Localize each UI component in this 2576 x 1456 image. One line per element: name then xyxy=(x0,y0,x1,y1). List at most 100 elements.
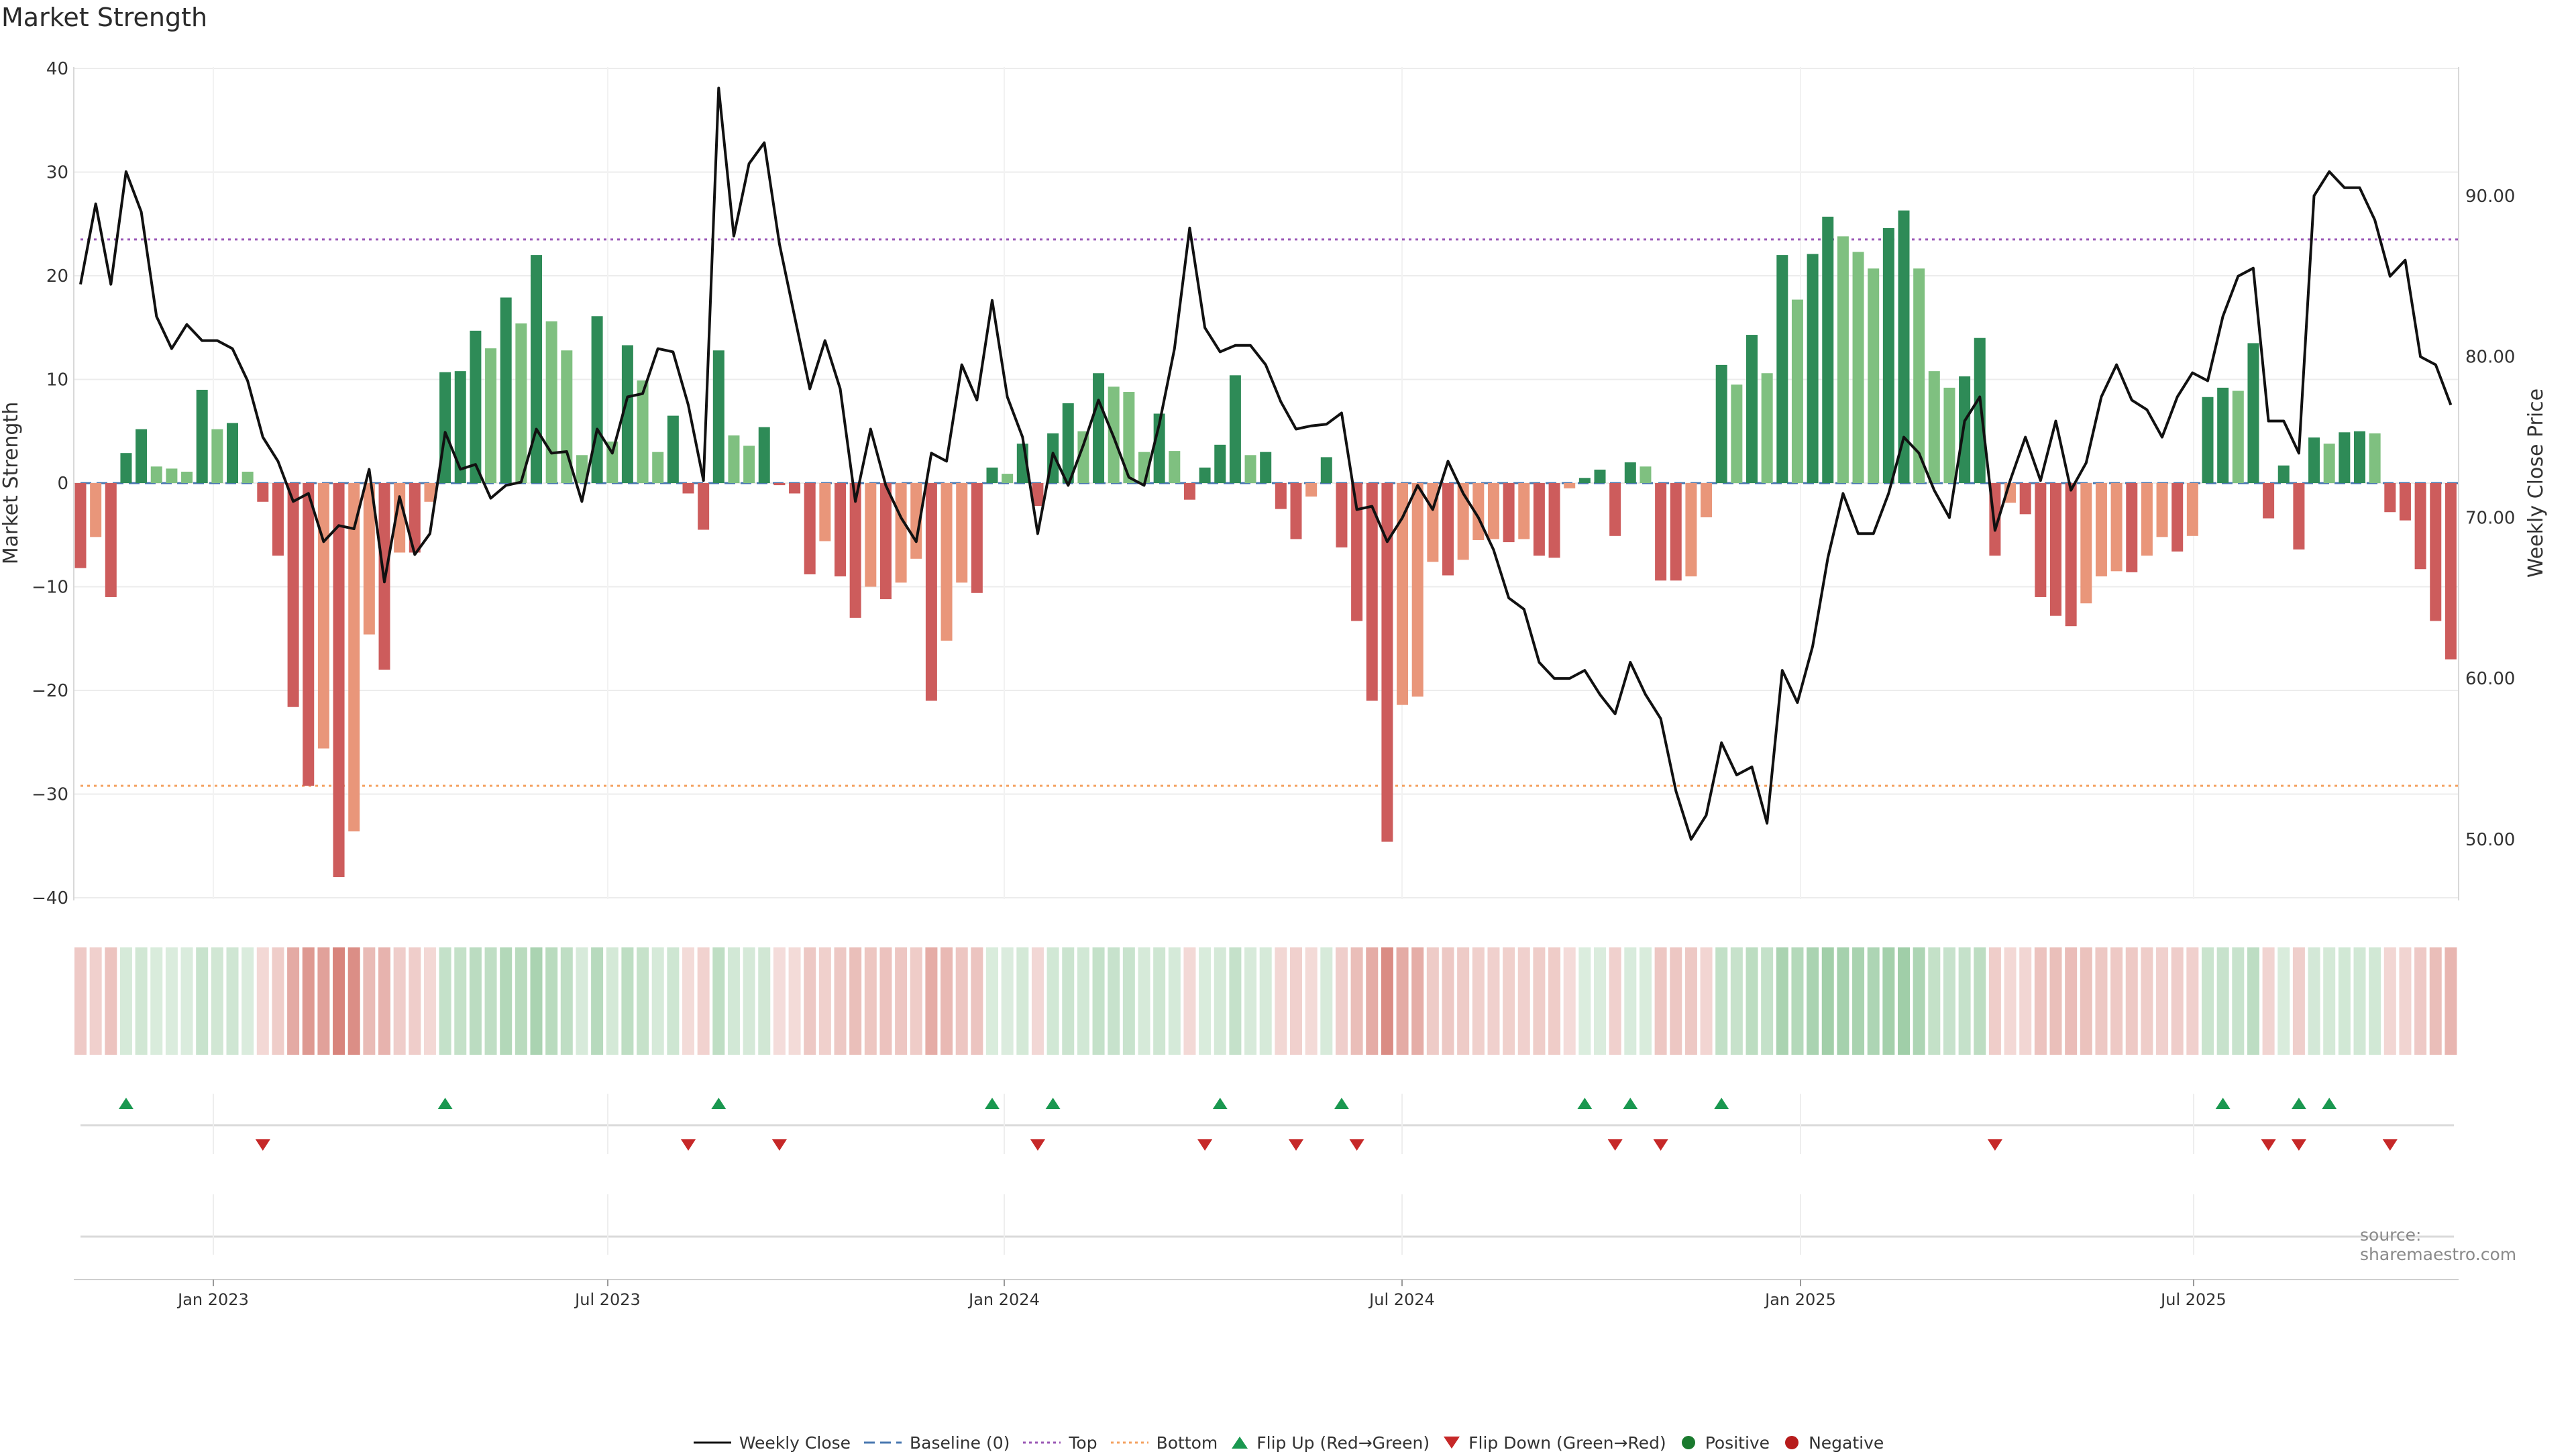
flip-up-marker xyxy=(2291,1098,2306,1109)
triangle-up-icon xyxy=(1232,1437,1248,1449)
strength-bar xyxy=(1290,483,1302,539)
heat-cell xyxy=(1867,947,1880,1055)
heat-cell xyxy=(1290,947,1302,1055)
heat-cell xyxy=(1244,947,1257,1055)
heat-cell xyxy=(1974,947,1986,1055)
heat-cell xyxy=(2353,947,2366,1055)
legend-item-top: Top xyxy=(1022,1433,1097,1453)
heat-cell xyxy=(1670,947,1682,1055)
heat-cell xyxy=(180,947,193,1055)
flip-down-marker xyxy=(771,1139,787,1151)
heat-cell xyxy=(1031,947,1044,1055)
flip-up-marker xyxy=(1577,1098,1593,1109)
heat-cell xyxy=(667,947,680,1055)
heat-cell xyxy=(439,947,451,1055)
strength-bar xyxy=(1275,483,1287,509)
heat-cell xyxy=(1138,947,1150,1055)
heat-cell xyxy=(1517,947,1530,1055)
heat-cell xyxy=(1700,947,1713,1055)
heat-cell xyxy=(2369,947,2381,1055)
strength-bar xyxy=(150,466,162,483)
strength-bar xyxy=(1868,268,1880,483)
flip-up-marker xyxy=(437,1098,453,1109)
y2-tick-label: 60.00 xyxy=(2465,669,2515,689)
strength-bar xyxy=(2277,465,2290,483)
heat-cell xyxy=(2065,947,2078,1055)
strength-heat-strip xyxy=(74,947,2457,1055)
flip-down-marker xyxy=(1653,1139,1668,1151)
strength-bar xyxy=(789,483,801,494)
legend-item-positive: Positive xyxy=(1678,1433,1770,1453)
flip-down-marker xyxy=(681,1139,696,1151)
strength-bar xyxy=(2217,387,2229,483)
strength-bar xyxy=(1077,431,1089,483)
heat-cell xyxy=(105,947,117,1055)
strength-bar xyxy=(1214,444,1226,483)
heat-cell xyxy=(1381,947,1393,1055)
flip-up-marker xyxy=(2215,1098,2231,1109)
strength-bar xyxy=(2202,397,2214,483)
flip-up-marker xyxy=(1212,1098,1228,1109)
y-tick-label: 0 xyxy=(57,474,68,494)
heat-cell xyxy=(834,947,847,1055)
strength-bar xyxy=(196,389,208,483)
y-tick-label: −10 xyxy=(32,578,68,598)
legend-label: Baseline (0) xyxy=(910,1433,1010,1453)
strength-bar xyxy=(2126,483,2138,572)
heat-cell xyxy=(1913,947,1925,1055)
strength-bar xyxy=(1685,483,1697,577)
strength-bar xyxy=(682,483,694,494)
strength-bar xyxy=(728,435,740,483)
flip-down-marker xyxy=(2261,1139,2276,1151)
strength-bar xyxy=(1776,255,1788,483)
strength-bar xyxy=(2263,483,2275,519)
strength-bar xyxy=(804,483,816,574)
flip-down-marker xyxy=(1030,1139,1045,1151)
strength-bar xyxy=(545,321,557,483)
heat-cell xyxy=(2186,947,2199,1055)
weekly-close-polyline xyxy=(79,87,2453,841)
x-tick-label: Jul 2024 xyxy=(1368,1290,1435,1309)
heat-cell xyxy=(423,947,436,1055)
heat-cell xyxy=(621,947,634,1055)
heat-cell xyxy=(1183,947,1196,1055)
strength-bar xyxy=(1032,483,1044,506)
heat-cell xyxy=(287,947,300,1055)
heat-cell xyxy=(2429,947,2442,1055)
strength-bar xyxy=(1578,478,1591,483)
strength-bars xyxy=(74,210,2457,878)
flip-down-marker xyxy=(1607,1139,1623,1151)
heat-cell xyxy=(1472,947,1485,1055)
heat-cell xyxy=(302,947,315,1055)
strength-bar xyxy=(485,348,497,483)
strength-bar xyxy=(1183,483,1195,500)
flip-up-marker xyxy=(1623,1098,1638,1109)
heat-cell xyxy=(2125,947,2138,1055)
heat-cell xyxy=(2383,947,2396,1055)
heat-cell xyxy=(941,947,953,1055)
heat-cell xyxy=(515,947,527,1055)
strength-bar xyxy=(576,455,588,483)
heat-cell xyxy=(2171,947,2184,1055)
heat-cell xyxy=(1988,947,2001,1055)
heat-cell xyxy=(196,947,209,1055)
strength-bar xyxy=(1320,457,1332,483)
heat-cell xyxy=(2080,947,2092,1055)
strength-bar xyxy=(2293,483,2305,550)
heat-cell xyxy=(1958,947,1971,1055)
legend-item-negative: Negative xyxy=(1782,1433,1884,1453)
heat-cell xyxy=(2019,947,2032,1055)
legend-line-icon xyxy=(693,1441,731,1444)
heat-cell xyxy=(1578,947,1591,1055)
heat-cell xyxy=(393,947,406,1055)
heat-cell xyxy=(2292,947,2305,1055)
heat-cell xyxy=(317,947,330,1055)
strength-bar xyxy=(211,429,223,483)
heat-cell xyxy=(74,947,87,1055)
heat-cell xyxy=(165,947,178,1055)
heat-cell xyxy=(1426,947,1439,1055)
strength-bar xyxy=(1397,483,1409,705)
heat-cell xyxy=(454,947,467,1055)
heat-cell xyxy=(804,947,816,1055)
strength-bar xyxy=(2186,483,2198,536)
